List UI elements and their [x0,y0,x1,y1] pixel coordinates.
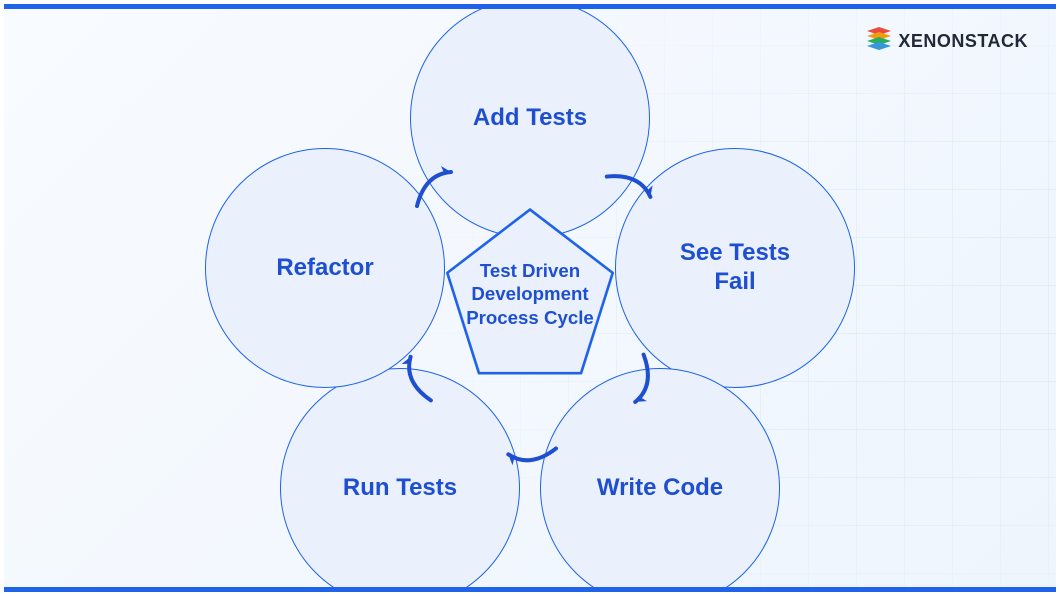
cycle-node-label: Run Tests [325,474,475,503]
cycle-node-label: Add Tests [455,104,605,133]
center-label: Test DrivenDevelopmentProcess Cycle [454,259,606,329]
tdd-cycle-diagram: Add Tests See TestsFail Write Code Run Test… [180,18,880,578]
cycle-node-run-tests: Run Tests [280,368,520,592]
brand-logo: XENONSTACK [866,27,1028,55]
cycle-node-add-tests: Add Tests [410,4,650,238]
center-pentagon: Test DrivenDevelopmentProcess Cycle [442,206,618,382]
cycle-node-label: Refactor [258,254,391,283]
cycle-node-write-code: Write Code [540,368,780,592]
cycle-node-label: See TestsFail [662,239,808,297]
cycle-node-refactor: Refactor [205,148,445,388]
cycle-node-see-tests-fail: See TestsFail [615,148,855,388]
diagram-frame: XENONSTACK Add Tests See TestsFail Write C… [4,4,1056,592]
cycle-node-label: Write Code [579,474,741,503]
brand-name: XENONSTACK [898,31,1028,52]
